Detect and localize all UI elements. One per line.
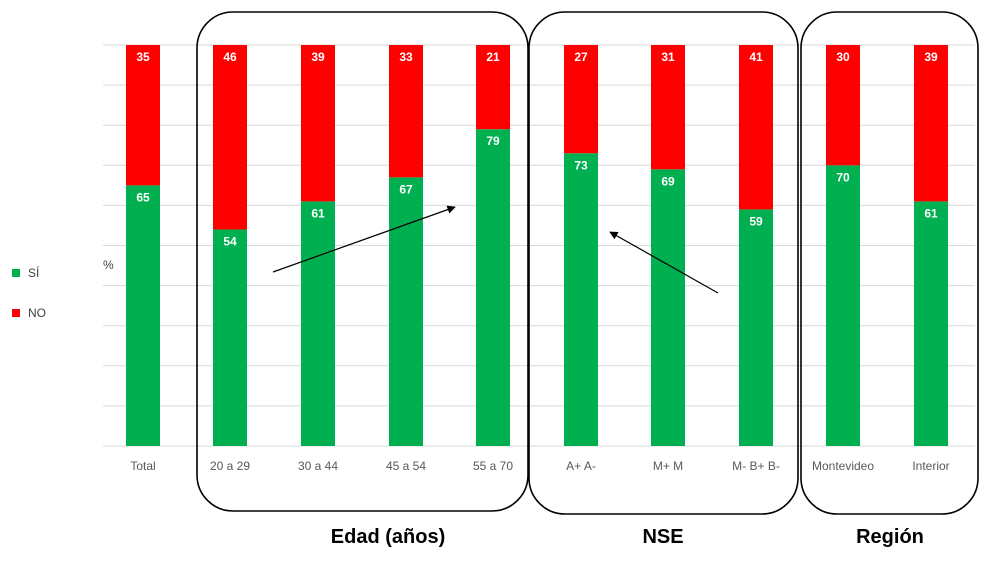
bar-si: [126, 185, 160, 446]
data-label: 27: [574, 50, 588, 64]
x-tick-label: M+ M: [653, 459, 683, 473]
data-label: 39: [311, 50, 325, 64]
trend-arrow-nse: [609, 231, 719, 294]
x-tick-label: Montevideo: [812, 459, 874, 473]
x-tick-label: A+ A-: [566, 459, 596, 473]
data-label: 67: [399, 182, 413, 196]
data-label: 30: [836, 50, 850, 64]
trend-arrow-edad: [272, 205, 456, 273]
bar-no: [826, 45, 860, 166]
bar-no: [564, 45, 598, 154]
bar-si: [389, 177, 423, 446]
bar-si: [826, 165, 860, 447]
data-label: 61: [311, 206, 325, 220]
data-label: 79: [486, 134, 500, 148]
x-tick-label: Interior: [912, 459, 949, 473]
bar-si: [476, 129, 510, 446]
group-frame-edad: [196, 11, 529, 512]
legend-item-si: SÍ: [12, 266, 39, 280]
data-label: 59: [749, 214, 763, 228]
group-title-nse: NSE: [642, 526, 684, 548]
x-tick-label: 30 a 44: [298, 459, 338, 473]
legend-swatch-no: [12, 309, 20, 317]
x-tick-label: 20 a 29: [210, 459, 250, 473]
data-label: 35: [136, 50, 150, 64]
data-label: 54: [223, 234, 237, 248]
group-frame-region: [800, 11, 979, 515]
bar-si: [213, 229, 247, 446]
bar-no: [389, 45, 423, 178]
y-axis-label: %: [103, 258, 114, 272]
group-frame-nse: [528, 11, 799, 515]
bar-no: [476, 45, 510, 130]
data-label: 65: [136, 190, 150, 204]
data-label: 33: [399, 50, 413, 64]
data-label: 39: [924, 50, 938, 64]
data-label: 73: [574, 158, 588, 172]
data-label: 46: [223, 50, 237, 64]
bar-no: [126, 45, 160, 186]
legend-item-no: NO: [12, 306, 46, 320]
legend-label-si: SÍ: [28, 266, 40, 280]
legend-label-no: NO: [28, 306, 46, 320]
x-tick-label: 45 a 54: [386, 459, 426, 473]
bar-no: [739, 45, 773, 210]
group-title-region: Región: [856, 526, 924, 548]
bar-no: [213, 45, 247, 230]
bar-si: [564, 153, 598, 446]
data-label: 61: [924, 206, 938, 220]
bar-si: [651, 169, 685, 446]
bar-no: [914, 45, 948, 202]
bar-no: [301, 45, 335, 202]
x-tick-label: Total: [130, 459, 155, 473]
legend-swatch-si: [12, 269, 20, 277]
data-label: 70: [836, 170, 850, 184]
x-tick-label: 55 a 70: [473, 459, 513, 473]
bar-si: [739, 209, 773, 446]
group-title-edad: Edad (años): [330, 526, 446, 548]
bar-si: [914, 201, 948, 446]
data-label: 31: [661, 50, 675, 64]
bar-no: [651, 45, 685, 170]
data-label: 69: [661, 174, 675, 188]
data-label: 21: [486, 50, 500, 64]
bar-si: [301, 201, 335, 446]
data-label: 41: [749, 50, 763, 64]
x-tick-label: M- B+ B-: [732, 459, 780, 473]
